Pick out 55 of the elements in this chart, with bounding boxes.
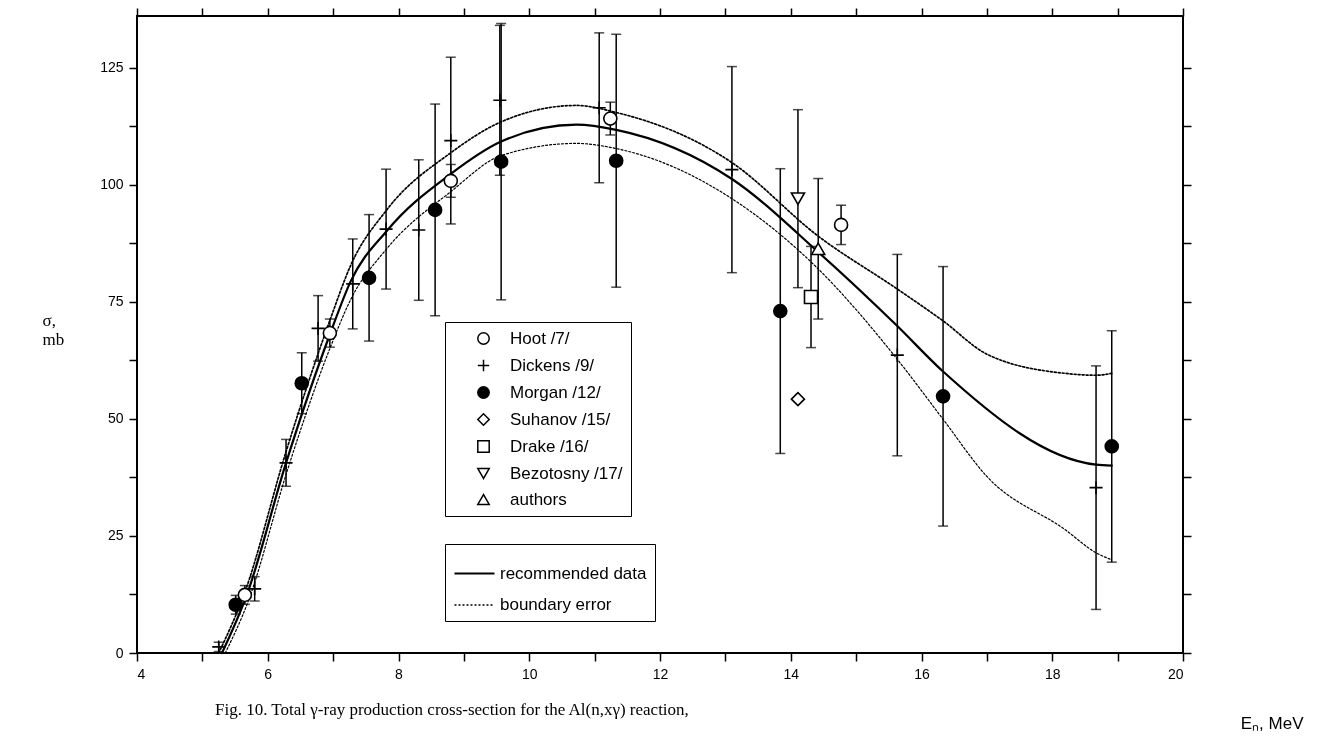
point bbox=[935, 389, 951, 404]
point bbox=[443, 173, 459, 189]
y-tick-label: 75 bbox=[107, 293, 124, 310]
x-tick-label: 10 bbox=[521, 665, 538, 682]
point bbox=[772, 303, 788, 319]
point bbox=[247, 581, 262, 597]
x-tick-label: 14 bbox=[783, 665, 800, 682]
point bbox=[790, 391, 806, 407]
point bbox=[378, 221, 394, 237]
legend-label: Dickens /9/ bbox=[510, 355, 595, 375]
point bbox=[443, 133, 459, 148]
point bbox=[310, 321, 326, 336]
legend-label: Morgan /12/ bbox=[510, 382, 601, 402]
point bbox=[608, 153, 624, 169]
legend-label: Drake /16/ bbox=[510, 436, 589, 456]
y-tick-label: 100 bbox=[100, 176, 124, 193]
caption: Fig. 10. Total γ-ray production cross-section for the Al(n,xγ) reaction, bbox=[215, 700, 689, 719]
point bbox=[322, 325, 338, 341]
y-tick-label: 125 bbox=[100, 59, 124, 76]
legend-label: Bezotosny /17/ bbox=[510, 463, 623, 483]
x-tick-label: 8 bbox=[395, 665, 404, 682]
legend-label: recommended data bbox=[500, 563, 648, 583]
x-tick-label: 12 bbox=[652, 665, 669, 682]
legend-label: boundary error bbox=[500, 595, 612, 614]
x-tick-label: 6 bbox=[264, 665, 273, 682]
point bbox=[591, 100, 607, 116]
y-axis-title: σ, mb bbox=[42, 310, 65, 349]
point bbox=[724, 162, 740, 177]
point bbox=[889, 347, 905, 363]
x-tick-label: 16 bbox=[914, 665, 930, 682]
x-tick-label: 18 bbox=[1044, 665, 1061, 682]
point bbox=[278, 455, 294, 471]
point bbox=[1104, 439, 1120, 454]
point bbox=[294, 375, 310, 391]
point bbox=[833, 217, 849, 233]
point bbox=[790, 192, 806, 206]
y-tick-label: 0 bbox=[115, 644, 124, 661]
y-tick-label: 50 bbox=[107, 410, 124, 427]
point bbox=[810, 242, 826, 256]
point bbox=[427, 202, 443, 218]
legend-label: authors bbox=[510, 489, 567, 509]
point bbox=[411, 222, 427, 238]
x-tick-label: 20 bbox=[1167, 665, 1184, 682]
point bbox=[603, 111, 618, 126]
point bbox=[1088, 480, 1104, 495]
legend-label: Suhanov /15/ bbox=[510, 409, 611, 429]
point bbox=[493, 154, 509, 169]
point bbox=[803, 289, 819, 305]
point bbox=[345, 276, 361, 292]
point bbox=[492, 92, 508, 108]
y-tick-label: 25 bbox=[107, 527, 124, 544]
legend-label: Hoot /7/ bbox=[510, 328, 570, 348]
x-tick-label: 4 bbox=[137, 665, 146, 682]
point bbox=[361, 270, 377, 286]
x-axis-title: Eₙ, MeV bbox=[1240, 713, 1305, 733]
